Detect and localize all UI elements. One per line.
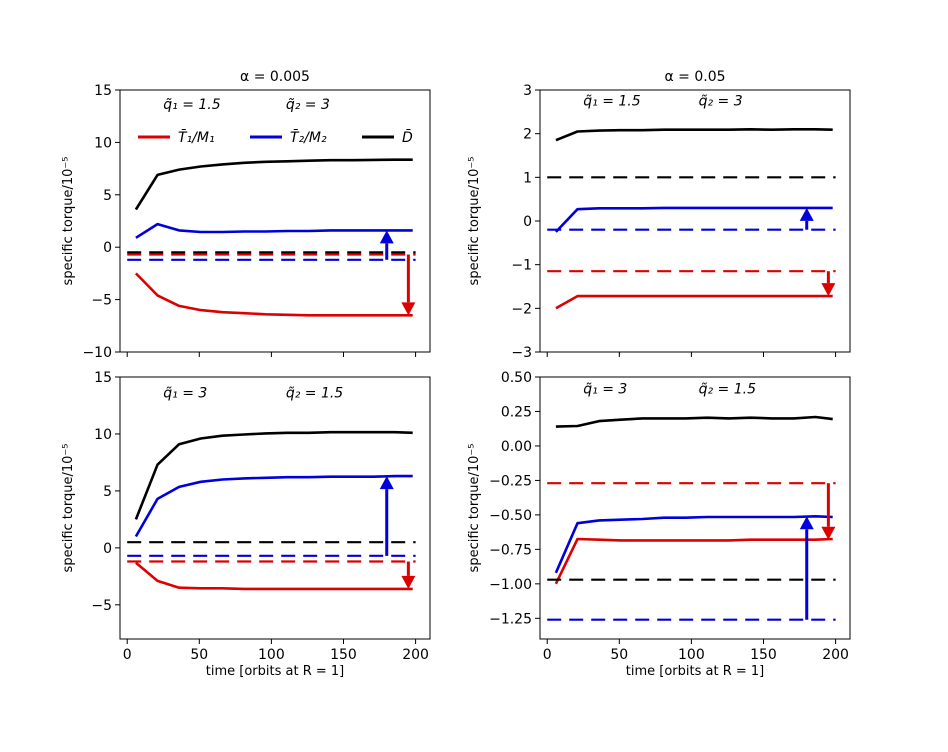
y-tick-label: −1.25 — [489, 611, 532, 627]
series-group — [127, 158, 416, 317]
arrow-head — [401, 302, 416, 316]
chart-panel-4: 0 50 100 150 200 −1.25 −1.00 −0.75 −0.50 −0.25 0.0… — [467, 370, 851, 679]
x-tick-label: 200 — [822, 647, 849, 663]
arrow-head — [401, 575, 416, 589]
chart-title: α = 0.05 — [664, 69, 725, 85]
series-group — [547, 128, 836, 310]
arrow-head — [821, 283, 836, 297]
y-tick-label: 0.25 — [501, 404, 532, 420]
y-tick-label: 3 — [523, 83, 532, 99]
series-line — [555, 128, 833, 142]
series-line — [555, 415, 833, 428]
y-tick-label: −5 — [91, 598, 112, 614]
arrow-head — [799, 516, 814, 530]
y-axis-label: specific torque/10⁻⁵ — [61, 444, 76, 573]
annotation-label: q̃₂ = 1.5 — [286, 386, 343, 402]
x-tick-label: 50 — [610, 647, 628, 663]
y-tick-label: 0 — [523, 214, 532, 230]
plot-frame — [119, 89, 431, 353]
arrow-head — [379, 230, 394, 244]
annotation-label: q̃₁ = 3 — [163, 386, 207, 402]
chart-title: α = 0.005 — [240, 69, 310, 85]
y-tick-label: −3 — [511, 345, 532, 361]
y-tick-label: −0.75 — [489, 542, 532, 558]
x-tick-label: 0 — [123, 647, 132, 663]
y-tick-label: −1.00 — [489, 577, 532, 593]
legend: T̄₁/M₁ T̄₂/M₂ D̄ — [138, 128, 413, 146]
chart-panel-3: 0 50 100 150 200 −5 0 5 10 15 specific torque/10⁻⁵… — [61, 370, 431, 679]
x-axis-label: time [orbits at R = 1] — [626, 664, 764, 679]
legend-label: T̄₁/M₁ — [178, 128, 215, 146]
series-line — [554, 514, 833, 574]
x-tick-label: 100 — [678, 647, 705, 663]
x-tick-label: 150 — [750, 647, 777, 663]
x-tick-label: 200 — [402, 647, 429, 663]
plot-frame — [119, 376, 431, 640]
series-line — [134, 430, 413, 520]
y-tick-label: 1 — [523, 170, 532, 186]
annotation-label: q̃₂ = 3 — [286, 97, 330, 113]
series-line — [555, 294, 833, 310]
y-tick-label: −0.25 — [489, 473, 532, 489]
annotation-label: q̃₂ = 3 — [699, 93, 743, 109]
y-axis-label: specific torque/10⁻⁵ — [467, 444, 482, 573]
series-line — [134, 474, 413, 538]
y-tick-label: −5 — [91, 293, 112, 309]
y-tick-label: 0 — [103, 541, 112, 557]
arrow-head — [799, 207, 814, 221]
y-tick-label: 5 — [103, 188, 112, 204]
y-tick-label: 10 — [94, 427, 112, 443]
x-tick-label: 50 — [190, 647, 208, 663]
annotation-label: q̃₁ = 3 — [583, 382, 627, 398]
y-tick-label: 10 — [94, 135, 112, 151]
y-tick-label: 0 — [103, 240, 112, 256]
series-line — [134, 272, 413, 317]
x-tick-label: 150 — [330, 647, 357, 663]
y-tick-label: 15 — [94, 370, 112, 386]
plot-frame — [539, 376, 851, 640]
annotation-label: q̃₂ = 1.5 — [699, 382, 756, 398]
chart-panel-2: −3 −2 −1 0 1 2 3 α = 0.05 specific torque/10⁻⁵ q̃… — [467, 69, 851, 361]
y-tick-label: 15 — [94, 83, 112, 99]
series-line — [135, 561, 413, 591]
arrow-head — [379, 476, 394, 490]
arrow-head — [821, 526, 836, 540]
chart-panel-1: −10 −5 0 5 10 15 α = 0.005 specific torque/10⁻⁵… — [61, 69, 431, 361]
series-line — [554, 206, 833, 233]
y-tick-label: 0.00 — [501, 439, 532, 455]
series-line — [554, 537, 833, 585]
y-tick-label: −10 — [82, 345, 112, 361]
y-tick-label: −0.50 — [489, 508, 532, 524]
series-line — [134, 158, 413, 211]
series-group — [547, 415, 836, 621]
y-tick-label: −1 — [511, 258, 532, 274]
legend-label: T̄₂/M₂ — [290, 128, 327, 146]
x-axis-label: time [orbits at R = 1] — [206, 664, 344, 679]
y-axis-label: specific torque/10⁻⁵ — [61, 157, 76, 286]
x-tick-label: 100 — [258, 647, 285, 663]
legend-label: D̄ — [402, 128, 413, 146]
y-tick-label: 2 — [523, 127, 532, 143]
annotation-label: q̃₁ = 1.5 — [583, 93, 640, 109]
y-tick-label: 0.50 — [501, 370, 532, 386]
annotation-label: q̃₁ = 1.5 — [163, 97, 220, 113]
y-axis-label: specific torque/10⁻⁵ — [467, 157, 482, 286]
x-tick-label: 0 — [543, 647, 552, 663]
series-line — [135, 222, 413, 239]
y-tick-label: 5 — [103, 484, 112, 500]
y-tick-label: −2 — [511, 301, 532, 317]
series-group — [127, 430, 416, 591]
